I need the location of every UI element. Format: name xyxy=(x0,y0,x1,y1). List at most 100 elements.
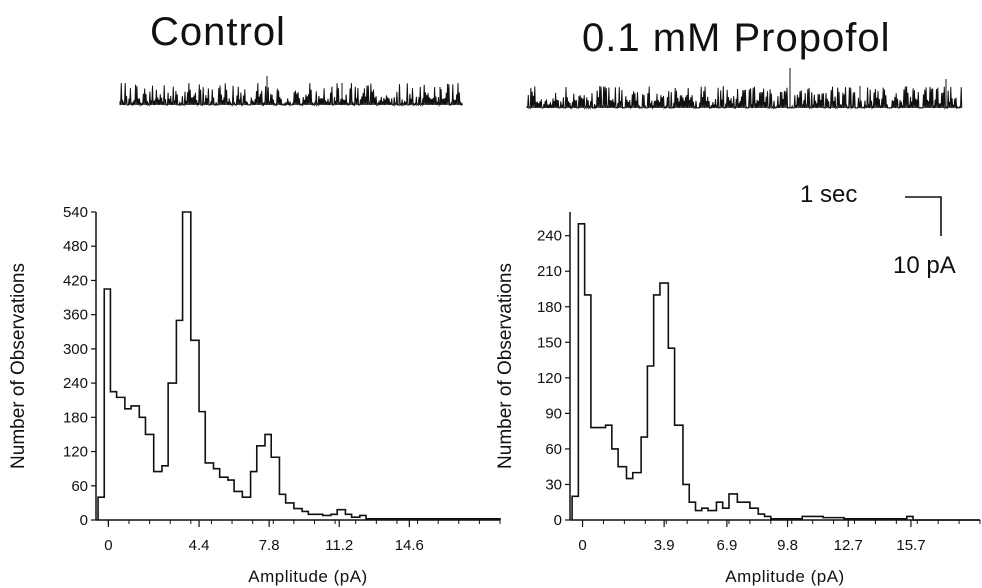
histogram-bin xyxy=(279,494,285,520)
histogram-bin xyxy=(286,503,294,520)
x-tick-label: 4.4 xyxy=(189,537,210,554)
histogram-bin xyxy=(366,519,500,520)
y-tick-label: 90 xyxy=(545,405,562,422)
x-tick-label: 6.9 xyxy=(716,537,737,554)
histogram-bin xyxy=(257,446,265,520)
histogram-bin xyxy=(360,515,366,520)
histogram-bin xyxy=(352,517,360,520)
histogram-bin xyxy=(729,494,737,520)
y-tick-label: 240 xyxy=(537,228,562,245)
histogram-bin xyxy=(183,212,191,520)
histogram-bin xyxy=(294,509,302,520)
histogram-bin xyxy=(191,340,199,520)
histogram-bin xyxy=(168,383,176,520)
histogram-bin xyxy=(117,397,125,520)
histogram-bin xyxy=(744,502,750,520)
time-scale-label: 1 sec xyxy=(800,181,858,208)
histogram-bin xyxy=(618,467,626,520)
histogram-bin xyxy=(823,518,844,520)
amplitude-scale-label: 10 pA xyxy=(893,252,956,279)
y-tick-label: 210 xyxy=(537,263,562,280)
y-tick-label: 0 xyxy=(80,512,88,529)
histogram-bin xyxy=(205,463,213,520)
histogram-bin xyxy=(654,295,660,520)
histogram-bin xyxy=(271,457,279,520)
histogram-bin xyxy=(154,472,162,520)
propofol-current-trace xyxy=(526,68,963,110)
histogram-bin xyxy=(265,434,271,520)
histogram-outline xyxy=(97,211,501,520)
histogram-bin xyxy=(771,519,802,520)
histogram-bin xyxy=(176,320,182,520)
histogram-bin xyxy=(723,508,729,520)
histogram-bin xyxy=(647,366,653,520)
histogram-bin xyxy=(162,466,168,520)
y-tick-label: 0 xyxy=(554,512,562,529)
histogram-bin xyxy=(139,417,145,520)
x-tick-label: 7.8 xyxy=(259,537,280,554)
y-tick-label: 540 xyxy=(63,204,88,221)
histogram-bin xyxy=(907,516,913,520)
histogram-bin xyxy=(737,502,743,520)
y-tick-label: 120 xyxy=(63,444,88,461)
y-tick-label: 480 xyxy=(63,238,88,255)
histogram-outline xyxy=(571,223,980,521)
histogram-bin xyxy=(802,516,823,520)
histogram-bin xyxy=(345,514,351,520)
histogram-bin xyxy=(302,511,308,520)
histogram-bin xyxy=(765,516,771,520)
x-tick-label: 9.8 xyxy=(777,537,798,554)
histogram-bin xyxy=(683,484,689,520)
histogram-bin xyxy=(220,477,228,520)
y-tick-label: 240 xyxy=(63,375,88,392)
control-title: Control xyxy=(150,10,286,54)
histogram-bin xyxy=(591,428,597,520)
y-tick-label: 360 xyxy=(63,307,88,324)
histogram-bin xyxy=(125,409,131,520)
histogram-bin xyxy=(337,510,345,520)
histogram-bin xyxy=(641,437,647,520)
histogram-bin xyxy=(689,502,695,520)
histogram-bin xyxy=(308,514,316,520)
y-axis-label: Number of Observations xyxy=(8,263,29,469)
histogram-bin xyxy=(758,514,764,520)
x-tick-label: 15.7 xyxy=(896,537,925,554)
y-tick-label: 300 xyxy=(63,341,88,358)
histogram-bin xyxy=(626,479,632,520)
y-tick-label: 30 xyxy=(545,476,562,493)
histogram-bin xyxy=(606,425,612,520)
control-histogram-panel: 0 60 120 180 240 300 360 420 480 540 0 4.4 7.8 11.2 14… xyxy=(8,204,501,586)
x-axis-label: Amplitude (pA) xyxy=(248,567,367,586)
histogram-bin xyxy=(228,480,234,520)
histogram-bin xyxy=(660,283,668,520)
scale-bar xyxy=(905,196,942,236)
histogram-bin xyxy=(633,473,641,520)
histogram-bin xyxy=(199,412,205,520)
histogram-bin xyxy=(572,496,578,520)
y-tick-label: 420 xyxy=(63,272,88,289)
histogram-bin xyxy=(110,392,116,520)
histogram-bin xyxy=(213,469,219,520)
histogram-bin xyxy=(317,514,323,520)
histogram-bin xyxy=(668,348,674,520)
histogram-bin xyxy=(234,491,242,520)
histogram-bin xyxy=(98,497,104,520)
x-tick-label: 0 xyxy=(578,537,586,554)
histogram-bin xyxy=(131,406,139,520)
propofol-histogram-panel: 0 30 60 90 120 150 180 210 240 0 3.9 6.9 9.8 12.7 15.7… xyxy=(495,212,981,586)
y-tick-label: 60 xyxy=(545,441,562,458)
histogram-bin xyxy=(716,502,722,520)
y-axis-label: Number of Observations xyxy=(495,263,516,469)
histogram-bin xyxy=(702,508,708,520)
y-tick-label: 150 xyxy=(537,334,562,351)
histogram-bin xyxy=(323,515,331,520)
histogram-bin xyxy=(242,497,250,520)
y-tick-label: 60 xyxy=(71,478,88,495)
histogram-bin xyxy=(844,519,907,520)
x-tick-label: 0 xyxy=(104,537,112,554)
histogram-bin xyxy=(612,449,618,520)
propofol-title: 0.1 mM Propofol xyxy=(582,16,891,60)
y-tick-label: 180 xyxy=(63,409,88,426)
